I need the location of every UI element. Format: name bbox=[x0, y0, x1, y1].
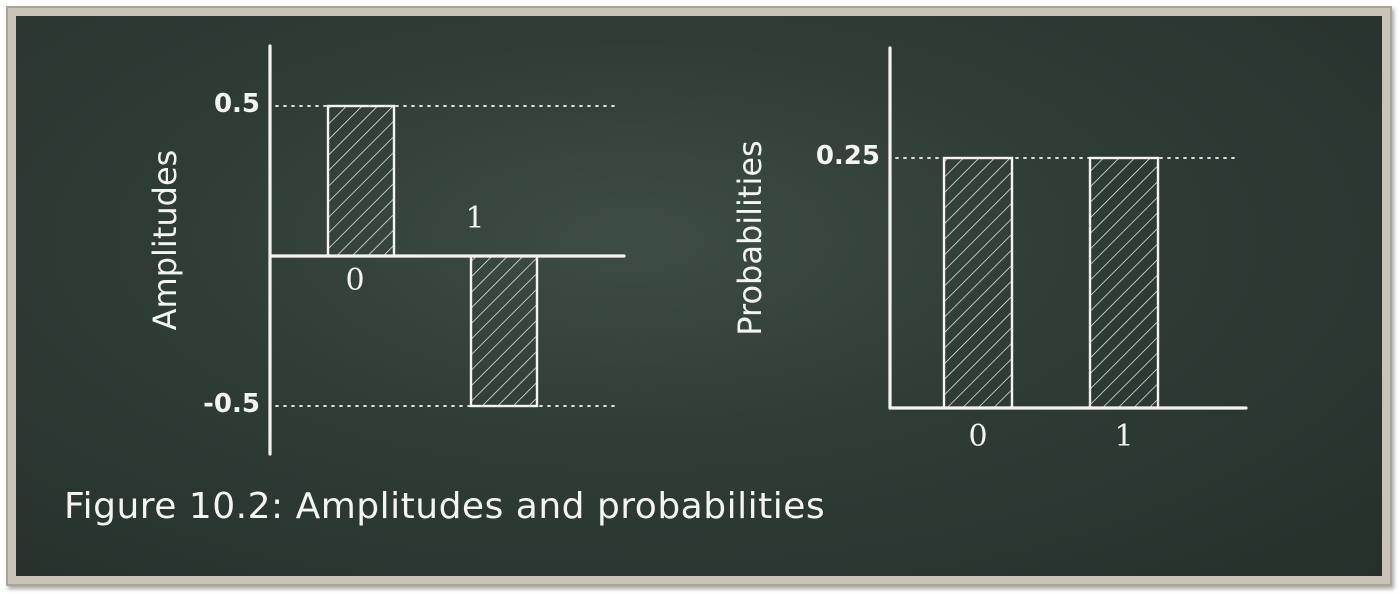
y-tick-label: 0.5 bbox=[214, 89, 260, 119]
chalkboard: 0.5 -0.5 Amplitudes 0 1 0.25 Probabilities 0 1 … bbox=[16, 16, 1382, 576]
x-tick-label: 0 bbox=[345, 263, 364, 298]
x-tick-label: 1 bbox=[465, 201, 484, 236]
y-tick-label: -0.5 bbox=[203, 389, 260, 419]
figure-caption: Figure 10.2: Amplitudes and probabilitie… bbox=[64, 486, 826, 527]
bar bbox=[326, 104, 396, 258]
y-axis-title: Amplitudes bbox=[146, 150, 184, 331]
charts-canvas: 0.5 -0.5 Amplitudes 0 1 0.25 Probabilities 0 1 bbox=[146, 44, 1248, 456]
probabilities-chart: 0.25 Probabilities 0 1 bbox=[731, 46, 1248, 454]
amplitudes-chart: 0.5 -0.5 Amplitudes 0 1 bbox=[146, 44, 626, 456]
bar bbox=[942, 156, 1014, 410]
y-tick-label: 0.25 bbox=[816, 141, 880, 171]
x-tick-label: 1 bbox=[1114, 419, 1133, 454]
bar bbox=[1088, 156, 1160, 410]
x-tick-label: 0 bbox=[968, 419, 987, 454]
y-axis-title: Probabilities bbox=[731, 140, 769, 335]
bar bbox=[469, 254, 539, 408]
